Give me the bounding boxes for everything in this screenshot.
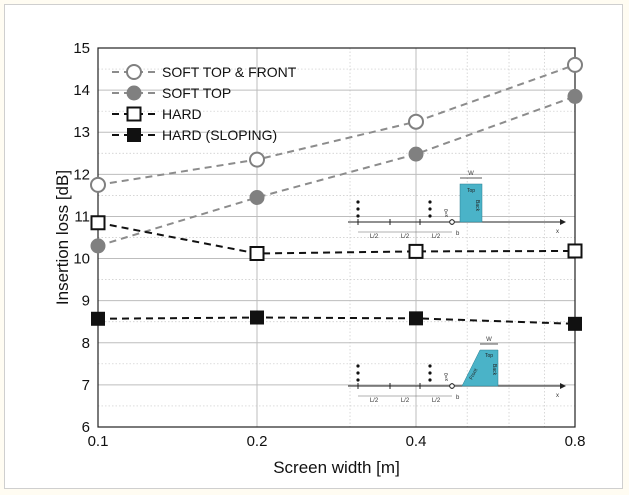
y-tick-label: 9 <box>82 293 90 310</box>
y-tick-label: 8 <box>82 335 90 352</box>
inset-x-label: x <box>556 229 559 235</box>
series-lines <box>97 63 576 325</box>
axis-ticks: 0.1 0.2 0.4 0.8 6 7 8 9 10 11 12 13 14 15 <box>73 40 585 450</box>
data-point-s1-0 <box>90 238 106 254</box>
inset-top-label: Top <box>467 188 475 194</box>
inset-source-dot <box>356 371 360 375</box>
inset-source-dot <box>428 378 432 382</box>
inset-x0-label: x=0 <box>444 373 450 381</box>
inset-source-dot <box>356 364 360 368</box>
inset-source-dot <box>428 364 432 368</box>
y-tick-label: 7 <box>82 377 90 394</box>
inset-segment-label: L/2 <box>401 398 410 404</box>
inset-barrier <box>459 183 483 223</box>
inset-source-dot <box>428 207 432 211</box>
series-line-3 <box>97 316 576 325</box>
x-tick-label: 0.8 <box>565 433 586 450</box>
y-tick-label: 12 <box>73 166 90 183</box>
inset-origin <box>449 383 455 389</box>
inset-top-label: Top <box>485 353 493 359</box>
inset-diagram-soft: x L/2 L/2 L/2 x=0 b Top Back W <box>348 171 566 240</box>
data-point-s2-1 <box>249 246 265 262</box>
legend-label-1: SOFT TOP <box>162 85 231 101</box>
inset-barrier <box>461 349 499 387</box>
inset-w-label: W <box>486 337 492 343</box>
inset-source-dot <box>356 378 360 382</box>
data-point-s2-3 <box>567 243 583 259</box>
inset-front-label: Front <box>468 367 479 381</box>
data-point-s3-2 <box>409 311 423 326</box>
minor-grid <box>98 48 575 427</box>
inset-source-dot <box>428 214 432 218</box>
y-tick-label: 10 <box>73 251 90 268</box>
inset-source-dot <box>356 214 360 218</box>
legend-label-3: HARD (SLOPING) <box>162 127 277 143</box>
x-tick-label: 0.4 <box>406 433 427 450</box>
inset-origin <box>449 219 455 225</box>
data-point-s1-2 <box>408 146 424 162</box>
inset-w-label: W <box>468 171 474 177</box>
inset-x-label: x <box>556 393 559 399</box>
inset-back-label: Back <box>474 200 480 212</box>
x-tick-label: 0.2 <box>247 433 268 450</box>
y-tick-label: 11 <box>74 208 90 225</box>
data-point-s1-1 <box>249 189 265 205</box>
inset-segment-label: L/2 <box>401 234 410 240</box>
y-axis-label: Insertion loss [dB] <box>53 170 72 305</box>
inset-diagram-sloping: x L/2 L/2 L/2 x=0 b Top Back Front W <box>348 337 566 404</box>
y-tick-label: 6 <box>82 419 90 436</box>
data-point-s2-2 <box>408 243 424 259</box>
y-tick-label: 14 <box>73 82 90 99</box>
data-point-s0-1 <box>249 151 265 168</box>
legend-label-2: HARD <box>162 106 202 122</box>
data-point-s3-3 <box>568 316 582 331</box>
data-point-s0-0 <box>90 176 106 193</box>
inset-source-dot <box>356 200 360 204</box>
series-line-0 <box>97 63 576 186</box>
legend-marker-1 <box>126 85 142 101</box>
data-point-s1-3 <box>567 88 583 104</box>
data-point-s0-3 <box>567 56 583 73</box>
legend-marker-2 <box>126 106 142 122</box>
inset-axis-arrow <box>560 383 566 389</box>
inset-segment-label: L/2 <box>432 398 441 404</box>
legend-marker-3 <box>127 128 141 142</box>
data-point-s2-0 <box>90 215 106 231</box>
inset-source-dot <box>428 200 432 204</box>
series-markers <box>90 56 583 331</box>
inset-source-dot <box>356 207 360 211</box>
x-axis-label: Screen width [m] <box>273 458 400 477</box>
inset-segment-label: L/2 <box>370 234 379 240</box>
data-point-s3-0 <box>91 311 105 326</box>
inset-b-label: b <box>456 395 460 401</box>
legend: SOFT TOP & FRONT SOFT TOP HARD HARD (SLOPIN… <box>112 64 297 143</box>
inset-source-dot <box>428 371 432 375</box>
inset-axis-arrow <box>560 219 566 225</box>
inset-segment-label: L/2 <box>432 234 441 240</box>
series-line-2 <box>97 221 576 255</box>
inset-x0-label: x=0 <box>444 209 450 217</box>
inset-back-label: Back <box>491 364 497 376</box>
plot-area-border <box>97 47 576 428</box>
legend-marker-0 <box>126 64 142 80</box>
y-tick-label: 13 <box>73 124 90 141</box>
inset-b-label: b <box>456 231 460 237</box>
data-point-s3-1 <box>250 310 264 325</box>
legend-label-0: SOFT TOP & FRONT <box>162 64 297 80</box>
y-tick-label: 15 <box>73 40 90 57</box>
inset-segment-label: L/2 <box>370 398 379 404</box>
data-point-s0-2 <box>408 113 424 130</box>
x-tick-label: 0.1 <box>88 433 109 450</box>
